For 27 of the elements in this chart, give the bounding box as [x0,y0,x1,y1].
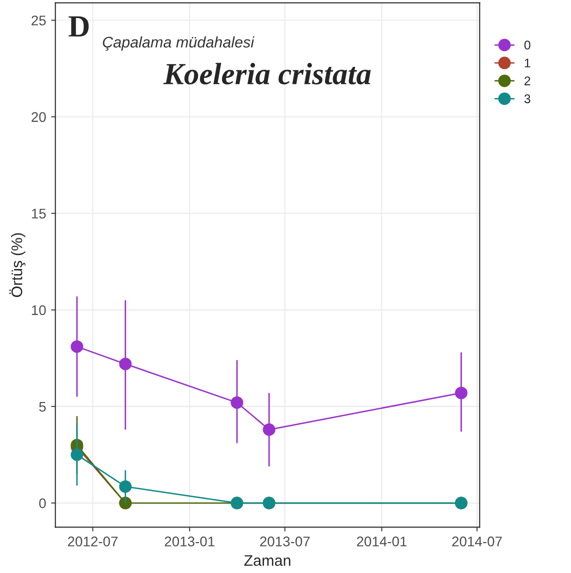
x-tick-label: 2013-07 [260,536,310,546]
text: Koeleria cristata [163,62,371,84]
x-tick-label: 2013-01 [164,536,214,546]
legend-label: 3 [524,94,530,104]
y-axis-title: Örtüş (%) [9,233,26,297]
y-tick-label: 0 [39,498,46,508]
point [119,480,132,493]
y-tick-label: 15 [32,208,46,219]
y-tick-label: 10 [32,305,46,316]
y-tick-label: 25 [32,16,46,26]
text: Çapalama müdahalesi [102,36,254,51]
y-tick-label: 5 [39,402,46,412]
point [454,386,468,400]
x-tick-label: 2014-01 [356,536,407,546]
x-tick-label: 2014-07 [452,536,502,546]
point [70,340,84,353]
x-axis-title: Zaman [244,555,290,566]
point [262,423,276,436]
legend-label: 0 [524,40,530,50]
point [119,358,132,370]
point [230,396,244,409]
point [70,448,84,461]
y-tick-label: 20 [32,112,46,122]
legend-label: 1 [524,58,530,68]
legend-label: 2 [524,76,530,86]
annotation: D [68,16,89,36]
x-tick-label: 2012-07 [68,536,118,546]
